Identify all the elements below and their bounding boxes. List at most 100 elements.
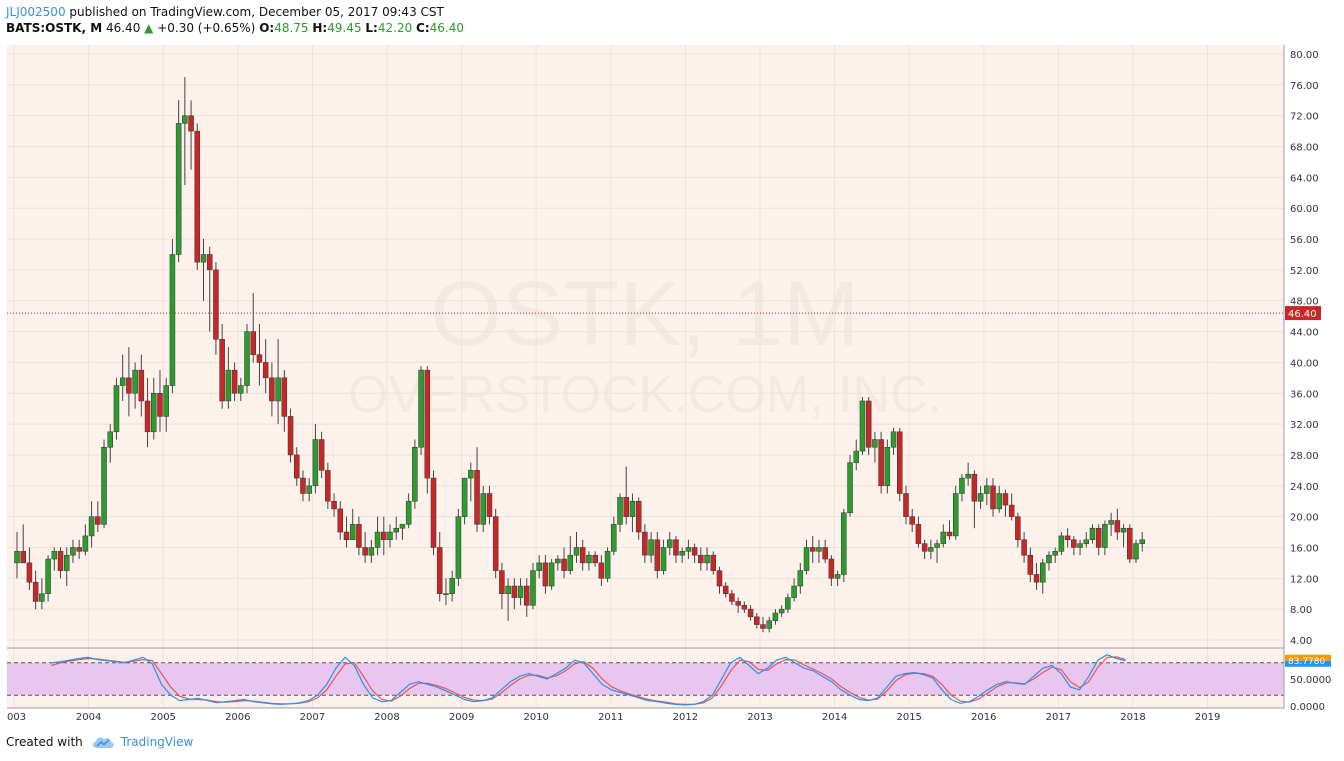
stoch-k-label: 83.7780 bbox=[1288, 657, 1325, 667]
candle-body bbox=[778, 608, 785, 614]
ohlc-line: BATS:OSTK, M 46.40 ▲ +0.30 (+0.65%) O:48… bbox=[6, 20, 464, 36]
candle-body bbox=[716, 570, 723, 587]
candle-body bbox=[1027, 554, 1034, 575]
candle-body bbox=[1040, 562, 1046, 583]
price-chart[interactable]: OSTK, 1M OVERSTOCK.COM, INC. 4.00 8.00 12.… bbox=[0, 0, 1344, 730]
candle-body bbox=[611, 524, 617, 552]
price-change: +0.30 (+0.65%) bbox=[157, 21, 256, 35]
price-axis[interactable]: 4.00 8.00 12.00 16.00 20.00 24.00 28.00 32.00 36… bbox=[1285, 50, 1331, 713]
symbol-label[interactable]: BATS:OSTK, M bbox=[6, 21, 103, 35]
candle-body bbox=[200, 254, 207, 263]
candle-body bbox=[673, 539, 679, 556]
candle-body bbox=[1033, 574, 1040, 583]
candle-body bbox=[113, 385, 120, 433]
candle-body bbox=[368, 547, 375, 556]
time-tick-label: 2019 bbox=[1195, 712, 1220, 723]
candle-body bbox=[337, 508, 344, 533]
candle-body bbox=[95, 516, 101, 525]
candle-body bbox=[492, 516, 499, 571]
candle-body bbox=[642, 531, 648, 556]
candle-body bbox=[878, 439, 884, 487]
price-tick-label: 56.00 bbox=[1290, 235, 1319, 246]
stoch-tick-label: 0.0000 bbox=[1290, 702, 1325, 713]
candle-body bbox=[1002, 493, 1009, 506]
tradingview-link[interactable]: TradingView bbox=[91, 735, 194, 749]
candle-body bbox=[809, 547, 816, 552]
candle-body bbox=[206, 254, 213, 271]
candle-body bbox=[859, 400, 866, 452]
candle-body bbox=[287, 416, 294, 456]
candle-body bbox=[132, 369, 138, 394]
candle-body bbox=[1083, 539, 1090, 544]
price-tick-label: 12.00 bbox=[1290, 574, 1319, 585]
candle-body bbox=[20, 551, 26, 564]
candle-body bbox=[698, 554, 704, 564]
candle-body bbox=[897, 431, 903, 494]
candle-body bbox=[169, 254, 176, 386]
candle-body bbox=[499, 570, 505, 594]
candle-body bbox=[45, 558, 51, 594]
candle-body bbox=[1071, 539, 1077, 548]
candle-body bbox=[990, 485, 996, 510]
candle-body bbox=[1021, 539, 1027, 556]
candle-body bbox=[356, 524, 362, 548]
candle-body bbox=[766, 620, 772, 629]
candle-body bbox=[517, 585, 524, 598]
candle-body bbox=[1095, 527, 1102, 548]
candle-body bbox=[405, 500, 412, 525]
candle-body bbox=[57, 551, 64, 571]
candle-body bbox=[387, 531, 393, 541]
candle-body bbox=[890, 431, 897, 448]
candle-body bbox=[312, 439, 319, 487]
candle-body bbox=[548, 562, 555, 587]
candle-body bbox=[412, 446, 418, 502]
candle-body bbox=[996, 493, 1002, 510]
last-price: 46.40 bbox=[105, 21, 141, 35]
chart-header: JLJ002500 published on TradingView.com, … bbox=[6, 4, 464, 36]
candle-body bbox=[928, 547, 934, 552]
footer: Created with TradingView bbox=[6, 735, 193, 749]
candle-body bbox=[959, 477, 965, 494]
candle-body bbox=[26, 562, 33, 583]
price-tick-label: 20.00 bbox=[1290, 513, 1319, 524]
watermark-company: OVERSTOCK.COM, INC. bbox=[348, 366, 942, 424]
candle-body bbox=[82, 535, 89, 552]
candle-body bbox=[586, 554, 592, 564]
candle-body bbox=[530, 570, 536, 606]
candle-body bbox=[648, 539, 654, 556]
candle-body bbox=[275, 377, 281, 402]
candle-body bbox=[828, 558, 835, 579]
stochastic-pane bbox=[7, 654, 1284, 706]
time-tick-label: 2006 bbox=[225, 712, 250, 723]
high-value: 49.45 bbox=[327, 21, 362, 35]
candle-body bbox=[163, 385, 169, 417]
candle-body bbox=[281, 377, 288, 417]
up-arrow-icon: ▲ bbox=[144, 21, 154, 35]
candle-body bbox=[747, 608, 754, 618]
price-tick-label: 80.00 bbox=[1290, 50, 1319, 61]
time-axis[interactable]: 003 2004 2005 2006 2007 2008 2009 2010 2011 2012 2… bbox=[7, 712, 1220, 723]
price-tick-label: 28.00 bbox=[1290, 451, 1319, 462]
candle-body bbox=[592, 554, 598, 564]
candle-body bbox=[430, 477, 437, 548]
stoch-d-tag bbox=[1285, 660, 1331, 667]
candle-body bbox=[1114, 520, 1121, 533]
candle-body bbox=[1102, 524, 1108, 548]
high-label: H: bbox=[312, 21, 328, 35]
time-tick-label: 2012 bbox=[673, 712, 698, 723]
candle-body bbox=[971, 473, 978, 502]
time-tick-label: 2010 bbox=[523, 712, 548, 723]
author-link[interactable]: JLJ002500 bbox=[6, 5, 66, 19]
candle-body bbox=[449, 578, 455, 594]
candle-body bbox=[294, 454, 300, 479]
price-tick-label: 4.00 bbox=[1290, 636, 1312, 647]
candle-body bbox=[225, 369, 232, 402]
candle-body bbox=[754, 616, 760, 625]
price-tick-label: 32.00 bbox=[1290, 420, 1319, 431]
tradingview-brand[interactable]: TradingView bbox=[120, 735, 194, 749]
candle-body bbox=[474, 470, 480, 525]
candle-body bbox=[722, 585, 729, 594]
price-tick-label: 52.00 bbox=[1290, 266, 1319, 277]
time-tick-label: 2004 bbox=[76, 712, 101, 723]
last-price-tag bbox=[1285, 306, 1321, 321]
